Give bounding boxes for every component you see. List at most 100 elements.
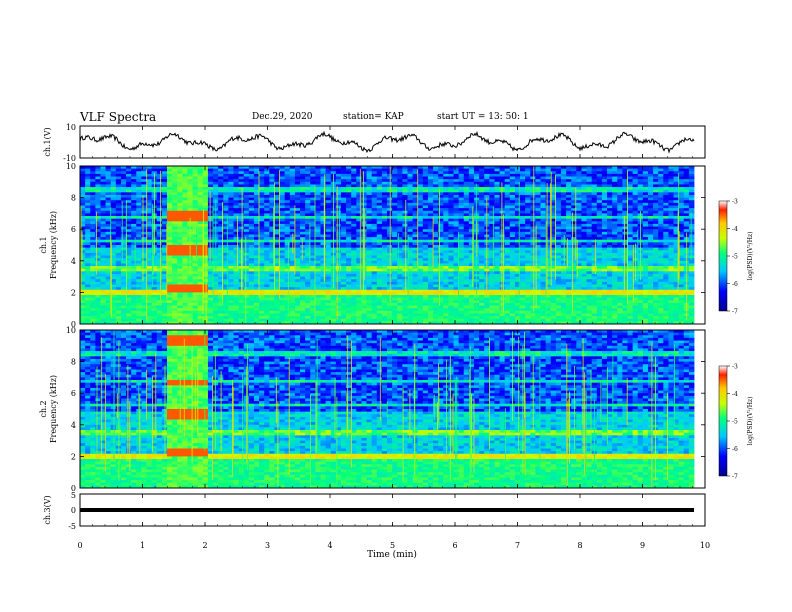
spectrogram-cell — [397, 213, 403, 217]
spectrogram-cell — [192, 239, 199, 243]
spectrogram-cell — [223, 260, 229, 264]
spectrogram-cell — [448, 189, 454, 193]
spectrogram-cell — [514, 208, 521, 212]
spectrogram-cell — [601, 200, 608, 204]
spectrogram-cell — [218, 260, 224, 264]
spectrogram-cell — [202, 255, 209, 259]
spectrogram-cell — [555, 213, 562, 217]
spectrogram-cell — [207, 171, 214, 175]
spectrogram-cell — [284, 255, 291, 259]
spectrogram-cell — [422, 231, 429, 235]
spectrogram-cell — [356, 168, 362, 172]
spectrogram-cell — [417, 226, 424, 230]
spectrogram-cell — [335, 218, 342, 222]
spectrogram-cell — [438, 223, 444, 227]
spectrogram-cell — [566, 250, 572, 254]
spectrogram-cell — [550, 216, 557, 220]
spectrogram-cell — [683, 200, 690, 204]
spectrogram-cell — [197, 179, 204, 183]
spectrogram-cell — [617, 231, 623, 235]
spectrogram-cell — [658, 216, 664, 220]
spectrogram-cell — [207, 189, 214, 193]
spectrogram-cell — [197, 218, 204, 222]
spectrogram-cell — [166, 213, 173, 217]
spectrogram-cell — [545, 226, 552, 230]
spectrogram-cell — [438, 202, 444, 206]
spectrogram-cell — [387, 216, 393, 220]
spectrogram-cell — [279, 200, 286, 204]
spectrogram-cell — [115, 229, 122, 233]
spectrogram-cell — [555, 194, 562, 198]
spectrogram-cell — [448, 216, 454, 220]
spectrogram-cell — [499, 187, 506, 191]
spectrogram-cell — [647, 200, 654, 204]
spectrogram-cell — [392, 229, 398, 233]
spectrogram-cell — [591, 210, 598, 214]
spectrogram-cell — [468, 194, 475, 198]
spectrogram-cell — [259, 205, 265, 209]
spectrogram-cell — [622, 245, 628, 249]
spectrogram-cell — [233, 223, 240, 227]
spectrogram-cell — [448, 231, 454, 235]
spectrogram-cell — [525, 216, 531, 220]
spectrogram-cell — [253, 216, 260, 220]
spectrogram-cell — [305, 263, 311, 267]
spectrogram-cell — [294, 247, 301, 251]
spectrogram-cell — [560, 260, 567, 264]
spectrogram-cell — [663, 197, 669, 201]
spectrogram-cell — [346, 210, 352, 214]
spectrogram-cell — [607, 208, 613, 212]
spectrogram-cell — [300, 213, 306, 217]
spectrogram-cell — [407, 166, 413, 170]
spectrogram-cell — [126, 247, 132, 251]
spectrogram-cell — [90, 260, 96, 264]
spectrogram-cell — [438, 189, 444, 193]
spectrogram-cell — [509, 245, 516, 249]
spectrogram-cell — [463, 210, 470, 214]
spectrogram-cell — [678, 205, 685, 209]
spectrogram-cell — [284, 210, 291, 214]
spectrogram-cell — [325, 184, 332, 188]
spectrogram-cell — [95, 231, 101, 235]
spectrogram-cell — [617, 221, 623, 225]
spectrogram-cell — [156, 202, 163, 206]
spectrogram-cell — [371, 245, 378, 249]
spectrogram-cell — [627, 208, 633, 212]
spectrogram-cell — [407, 237, 413, 241]
spectrogram-cell — [402, 218, 408, 222]
spectrogram-cell — [346, 189, 352, 193]
spectrogram-cell — [259, 234, 265, 238]
spectrogram-cell — [315, 194, 321, 198]
spectrogram-cell — [647, 208, 654, 212]
spectrogram-cell — [632, 173, 639, 177]
spectrogram-cell — [371, 173, 378, 177]
spectrogram-cell — [514, 218, 521, 222]
spectrogram-cell — [218, 223, 224, 227]
spectrogram-cell — [417, 263, 424, 267]
spectrogram-cell — [207, 168, 214, 172]
spectrogram-cell — [402, 171, 408, 175]
spectrogram-cell — [407, 266, 413, 270]
spectrogram-cell — [560, 252, 567, 256]
spectrogram-cell — [310, 250, 316, 254]
spectrogram-cell — [202, 184, 209, 188]
spectrogram-cell — [422, 187, 429, 191]
spectrogram-cell — [550, 221, 557, 225]
spectrogram-cell — [187, 184, 193, 188]
spectrogram-cell — [540, 268, 547, 272]
spectrogram-cell — [279, 252, 286, 256]
spectrogram-cell — [202, 213, 209, 217]
spectrogram-cell — [330, 166, 337, 170]
spectrogram-cell — [325, 179, 332, 183]
spectrogram-cell — [412, 202, 419, 206]
spectrogram-cell — [566, 252, 572, 256]
spectrogram-cell — [673, 179, 680, 183]
spectrogram-cell — [177, 247, 183, 251]
spectrogram-cell — [320, 168, 326, 172]
spectrogram-cell — [663, 250, 669, 254]
spectrogram-cell — [310, 223, 316, 227]
spectrogram-cell — [182, 171, 188, 175]
spectrogram-cell — [566, 200, 572, 204]
spectrogram-cell — [560, 166, 567, 170]
spectrogram-cell — [489, 213, 495, 217]
